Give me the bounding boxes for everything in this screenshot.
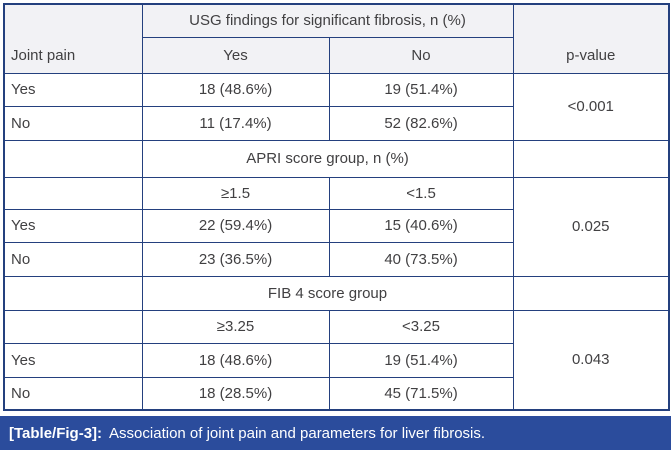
p-value-usg: <0.001 <box>512 72 670 141</box>
data-cell: 18 (28.5%) <box>141 376 330 411</box>
apri-section-title: APRI score group, n (%) <box>141 139 514 178</box>
data-cell: 15 (40.6%) <box>328 208 514 243</box>
header-yes: Yes <box>141 36 330 74</box>
apri-subheader-cell: <1.5 <box>328 176 514 210</box>
header-usg-findings: USG findings for significant fibrosis, n… <box>141 3 514 38</box>
apri-subheader-row: ≥1.5 <1.5 0.025 <box>3 176 670 277</box>
row-label: Yes <box>3 342 143 378</box>
data-cell: 11 (17.4%) <box>141 105 330 141</box>
data-cell: 18 (48.6%) <box>141 72 330 107</box>
header-p-value: p-value <box>512 3 670 74</box>
apri-section-header-row: APRI score group, n (%) <box>3 139 670 178</box>
caption-tag: [Table/Fig-3]: <box>9 424 103 442</box>
p-value-fib4: 0.043 <box>512 309 670 411</box>
row-label: Yes <box>3 72 143 107</box>
apri-subheader-cell: ≥1.5 <box>141 176 330 210</box>
empty-cell <box>3 139 143 178</box>
usg-row-yes: Yes 18 (48.6%) 19 (51.4%) <0.001 <box>3 72 670 141</box>
fib4-section-header-row: FIB 4 score group <box>3 275 670 311</box>
empty-cell <box>3 176 143 210</box>
empty-cell <box>512 275 670 311</box>
data-cell: 23 (36.5%) <box>141 241 330 277</box>
fib4-subheader-row: ≥3.25 <3.25 0.043 <box>3 309 670 411</box>
row-label: No <box>3 105 143 141</box>
table-caption: [Table/Fig-3]: Association of joint pain… <box>0 416 671 450</box>
data-cell: 22 (59.4%) <box>141 208 330 243</box>
data-cell: 18 (48.6%) <box>141 342 330 378</box>
p-value-apri: 0.025 <box>512 176 670 277</box>
fib4-subheader-cell: ≥3.25 <box>141 309 330 344</box>
data-cell: 52 (82.6%) <box>328 105 514 141</box>
empty-cell <box>3 275 143 311</box>
apri-row-yes: Yes 22 (59.4%) 15 (40.6%) <box>3 208 669 243</box>
header-joint-pain: Joint pain <box>3 3 143 74</box>
apri-row-no: No 23 (36.5%) 40 (73.5%) <box>3 241 669 277</box>
row-label: No <box>3 376 143 411</box>
fib4-section-title: FIB 4 score group <box>141 275 514 311</box>
association-table: Joint pain USG findings for significant … <box>3 3 670 411</box>
data-cell: 45 (71.5%) <box>328 376 514 411</box>
data-cell: 19 (51.4%) <box>328 72 514 107</box>
fib4-row-yes: Yes 18 (48.6%) 19 (51.4%) <box>3 342 669 378</box>
empty-cell <box>3 309 143 344</box>
row-label: No <box>3 241 143 277</box>
fib4-row-no: No 18 (28.5%) 45 (71.5%) <box>3 376 669 411</box>
header-row-sub: Yes No <box>4 36 669 74</box>
caption-text: Association of joint pain and parameters… <box>109 424 486 442</box>
header-row-top: Joint pain USG findings for significant … <box>3 3 670 74</box>
data-cell: 40 (73.5%) <box>328 241 514 277</box>
row-label: Yes <box>3 208 143 243</box>
usg-row-no: No 11 (17.4%) 52 (82.6%) <box>3 105 669 141</box>
empty-cell <box>512 139 670 178</box>
header-no: No <box>328 36 514 74</box>
fib4-subheader-cell: <3.25 <box>328 309 514 344</box>
data-cell: 19 (51.4%) <box>328 342 514 378</box>
